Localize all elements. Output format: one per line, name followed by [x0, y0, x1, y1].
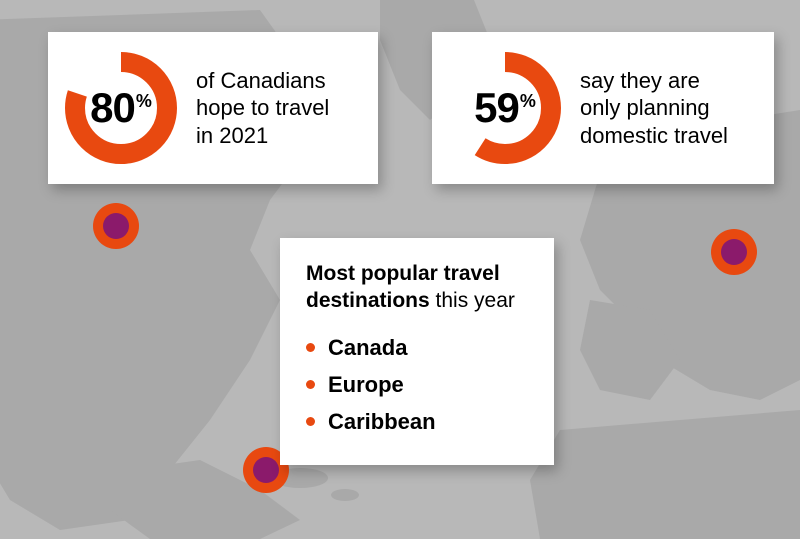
stat-value-2: 59: [474, 84, 519, 132]
destination-item: Europe: [306, 366, 524, 403]
stat-text-2: say they areonly planningdomestic travel: [580, 67, 728, 150]
destinations-title-rest: this year: [430, 289, 515, 312]
destination-item: Canada: [306, 329, 524, 366]
stat-suffix-1: %: [136, 91, 152, 112]
marker-dot: [721, 239, 747, 265]
stat-suffix-2: %: [520, 91, 536, 112]
stat-text-1: of Canadianshope to travelin 2021: [196, 67, 329, 150]
destinations-card: Most popular traveldestinations this yea…: [280, 238, 554, 465]
europe-marker: [711, 229, 757, 275]
donut-chart-1: 80 %: [62, 49, 180, 167]
marker-dot: [253, 457, 279, 483]
donut-chart-2: 59 %: [446, 49, 564, 167]
destination-item: Caribbean: [306, 403, 524, 440]
destinations-title: Most popular traveldestinations this yea…: [306, 260, 524, 315]
marker-dot: [103, 213, 129, 239]
canada-marker: [93, 203, 139, 249]
stat-card-1: 80 % of Canadianshope to travelin 2021: [48, 32, 378, 184]
destinations-list: Canada Europe Caribbean: [306, 329, 524, 441]
stat-value-1: 80: [90, 84, 135, 132]
stat-card-2: 59 % say they areonly planningdomestic t…: [432, 32, 774, 184]
